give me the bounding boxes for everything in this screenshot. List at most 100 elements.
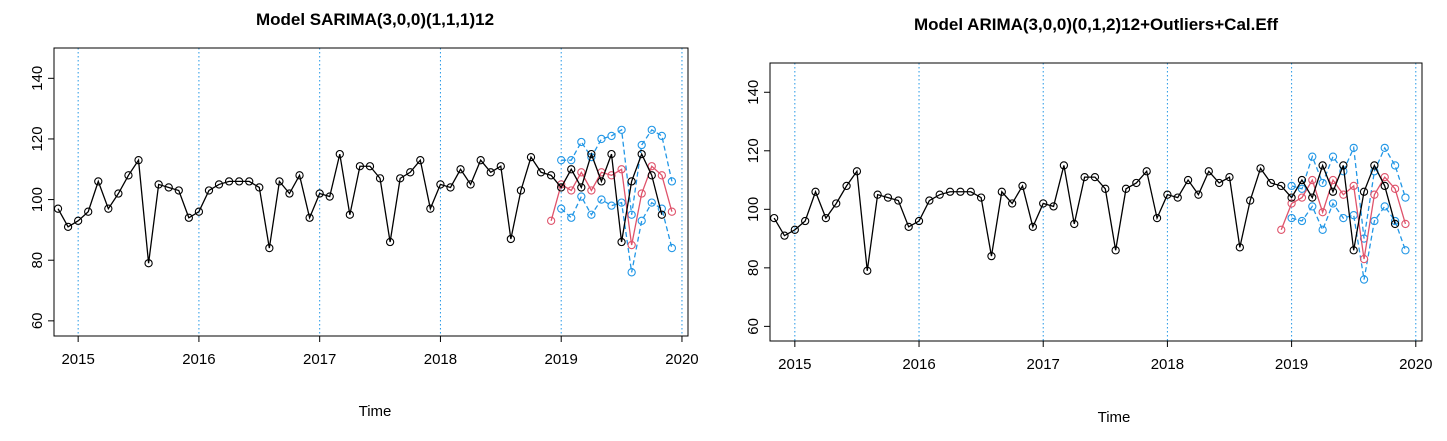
upper-bound-point bbox=[1380, 143, 1389, 153]
observed-point bbox=[1204, 167, 1213, 176]
y-tick-label: 100 bbox=[29, 187, 46, 212]
x-tick-label: 2017 bbox=[303, 351, 336, 368]
observed-point bbox=[335, 149, 344, 159]
forecast-point bbox=[657, 171, 666, 180]
upper-bound-point bbox=[577, 137, 586, 147]
forecast-point bbox=[1380, 172, 1389, 182]
observed-point bbox=[255, 183, 264, 192]
observed-point bbox=[184, 213, 193, 222]
lower-bound-point bbox=[1328, 199, 1338, 208]
upper-bound-point bbox=[1328, 152, 1338, 161]
observed-point bbox=[597, 177, 606, 186]
forecast-point bbox=[617, 165, 626, 174]
y-tick-label: 100 bbox=[745, 197, 762, 222]
observed-line bbox=[773, 163, 1396, 271]
forecast-point bbox=[1390, 184, 1400, 193]
observed-point bbox=[1297, 175, 1307, 185]
observed-point bbox=[1183, 175, 1193, 185]
observed-point bbox=[73, 216, 83, 225]
observed-point bbox=[1328, 187, 1338, 196]
y-tick-label: 60 bbox=[745, 318, 762, 335]
forecast-point bbox=[647, 162, 656, 171]
observed-point bbox=[966, 187, 975, 196]
observed-point bbox=[426, 204, 435, 213]
upper-bound-point bbox=[1318, 178, 1327, 188]
upper-bound-point bbox=[567, 156, 576, 165]
observed-point bbox=[801, 216, 810, 226]
observed-point bbox=[134, 156, 143, 165]
forecast-point bbox=[1297, 193, 1307, 202]
observed-point bbox=[516, 186, 526, 195]
observed-point bbox=[265, 243, 274, 253]
observed-point bbox=[842, 181, 851, 191]
observed-point bbox=[1059, 161, 1069, 170]
observed-point bbox=[904, 222, 913, 232]
observed-point bbox=[224, 177, 234, 186]
observed-point bbox=[506, 234, 516, 244]
observed-point bbox=[114, 189, 123, 198]
plot-frame bbox=[769, 62, 1423, 342]
observed-point bbox=[1049, 202, 1058, 211]
forecast-point bbox=[577, 168, 586, 177]
observed-point bbox=[526, 152, 536, 162]
observed-point bbox=[365, 162, 375, 171]
observed-point bbox=[285, 189, 294, 198]
observed-point bbox=[436, 180, 445, 189]
upper-bound-point bbox=[1349, 143, 1358, 153]
lower-bound-line bbox=[560, 195, 673, 273]
observed-line bbox=[57, 152, 663, 264]
observed-point bbox=[375, 174, 385, 183]
forecast-point bbox=[1401, 219, 1410, 229]
upper-bound-point bbox=[1308, 152, 1317, 161]
observed-point bbox=[1008, 199, 1017, 208]
observed-point bbox=[396, 174, 405, 183]
observed-point bbox=[245, 177, 254, 186]
y-tick-label: 140 bbox=[29, 66, 46, 91]
forecast-point bbox=[546, 216, 556, 225]
observed-point bbox=[790, 225, 799, 234]
lower-bound-point bbox=[577, 192, 586, 201]
forecast-point bbox=[1318, 208, 1327, 217]
lower-bound-point bbox=[647, 198, 656, 207]
x-tick-label: 2016 bbox=[902, 356, 935, 373]
lower-bound-point bbox=[1308, 202, 1317, 211]
observed-point bbox=[1163, 190, 1172, 199]
observed-point bbox=[780, 231, 789, 240]
upper-bound-point bbox=[657, 131, 666, 141]
observed-point bbox=[496, 162, 505, 171]
x-axis-label: Time bbox=[1098, 409, 1131, 426]
observed-point bbox=[883, 193, 893, 202]
observed-point bbox=[154, 180, 163, 189]
observed-point bbox=[456, 165, 465, 174]
observed-point bbox=[486, 168, 495, 177]
observed-point bbox=[416, 156, 425, 165]
forecast-point bbox=[567, 186, 576, 195]
x-tick-label: 2015 bbox=[61, 351, 94, 368]
lower-bound-point bbox=[627, 268, 636, 277]
observed-point bbox=[1225, 172, 1234, 182]
observed-point bbox=[1339, 161, 1348, 170]
observed-point bbox=[894, 196, 903, 205]
observed-point bbox=[587, 149, 596, 159]
observed-point bbox=[53, 204, 63, 213]
observed-point bbox=[385, 237, 395, 247]
observed-point bbox=[637, 149, 646, 159]
forecast-line bbox=[550, 165, 673, 246]
observed-point bbox=[1308, 193, 1317, 202]
observed-point bbox=[104, 204, 113, 213]
forecast-point bbox=[1359, 254, 1369, 264]
lower-bound-point bbox=[1318, 225, 1327, 234]
forecast-point bbox=[1308, 175, 1317, 185]
observed-point bbox=[1111, 246, 1120, 255]
observed-point bbox=[1142, 167, 1151, 176]
x-tick-label: 2020 bbox=[1399, 356, 1432, 373]
chart-arima-outliers: Model ARIMA(3,0,0)(0,1,2)12+Outliers+Cal… bbox=[745, 15, 1432, 426]
observed-point bbox=[1173, 193, 1182, 202]
observed-point bbox=[1256, 164, 1265, 173]
lower-bound-point bbox=[617, 198, 626, 207]
observed-point bbox=[976, 193, 986, 202]
observed-point bbox=[144, 259, 153, 268]
observed-point bbox=[863, 266, 872, 275]
observed-point bbox=[1214, 178, 1224, 188]
forecast-line bbox=[1280, 176, 1407, 260]
